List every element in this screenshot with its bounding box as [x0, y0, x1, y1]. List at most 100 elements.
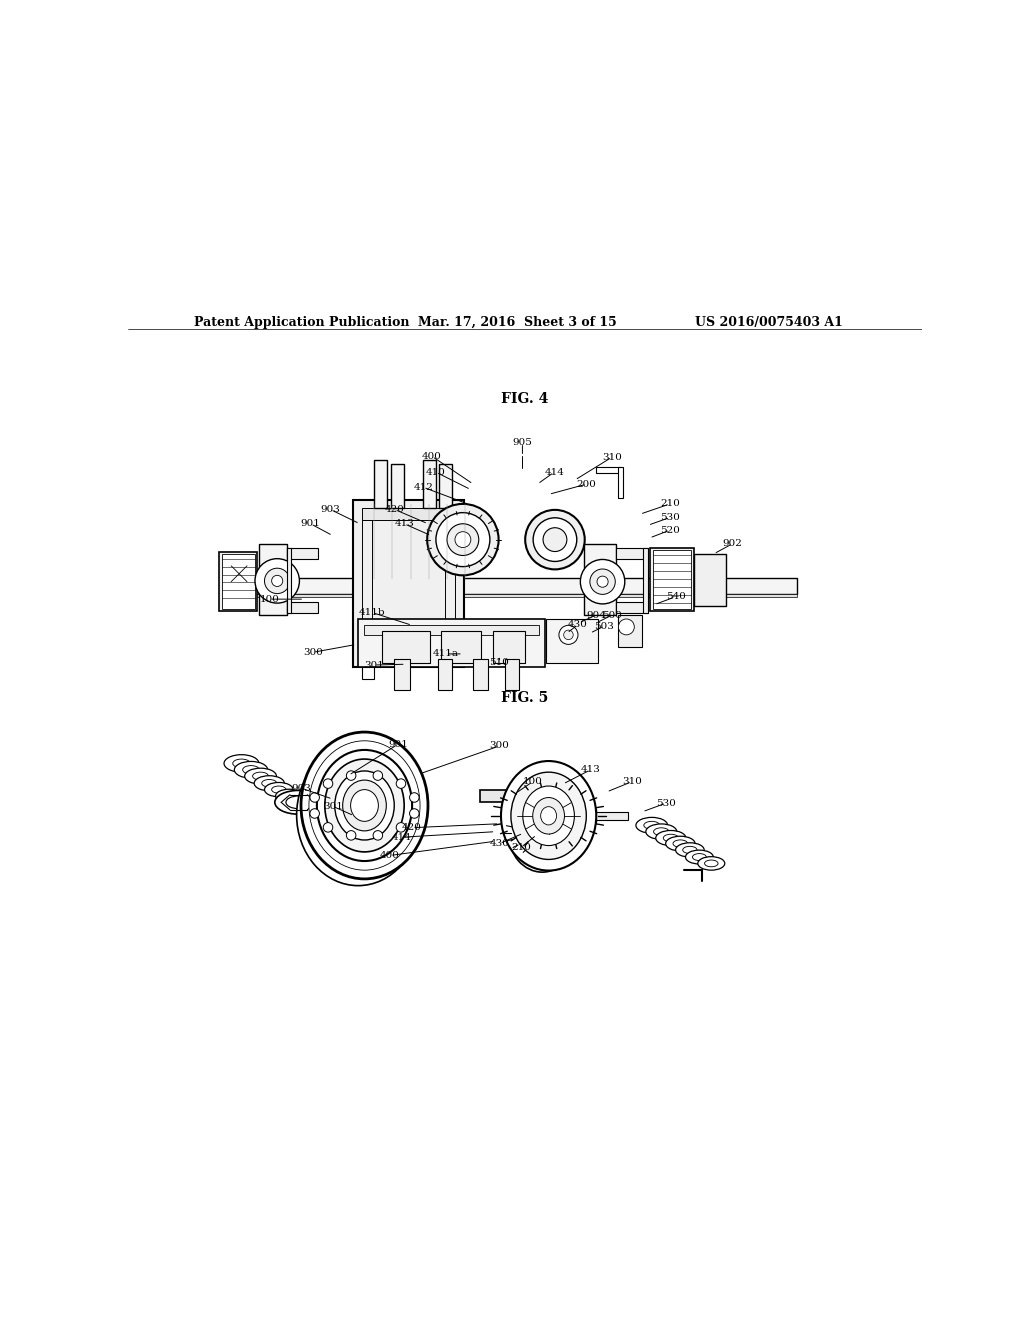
Ellipse shape — [234, 762, 267, 777]
Bar — [287, 548, 292, 612]
Ellipse shape — [309, 741, 420, 870]
Bar — [362, 508, 456, 520]
Text: 210: 210 — [660, 499, 680, 508]
Circle shape — [324, 779, 333, 788]
Ellipse shape — [335, 771, 394, 840]
Ellipse shape — [501, 762, 596, 871]
Ellipse shape — [509, 795, 575, 873]
Ellipse shape — [283, 792, 296, 800]
Bar — [445, 520, 455, 647]
Circle shape — [410, 793, 419, 803]
Ellipse shape — [534, 517, 577, 561]
Circle shape — [597, 576, 608, 587]
Ellipse shape — [644, 821, 659, 829]
Text: 430: 430 — [568, 620, 588, 630]
Bar — [251, 578, 797, 594]
Circle shape — [346, 771, 356, 780]
Bar — [494, 631, 525, 663]
Circle shape — [373, 830, 383, 840]
Ellipse shape — [275, 789, 303, 803]
Ellipse shape — [541, 807, 557, 825]
Bar — [480, 789, 563, 803]
Text: 300: 300 — [303, 648, 323, 657]
Text: 902: 902 — [723, 539, 742, 548]
Ellipse shape — [646, 824, 677, 840]
Text: 530: 530 — [660, 513, 680, 521]
Circle shape — [324, 822, 333, 832]
Bar — [287, 602, 318, 612]
Text: 420: 420 — [402, 824, 422, 832]
Bar — [358, 619, 545, 667]
Text: 414: 414 — [392, 833, 412, 842]
Text: 310: 310 — [622, 777, 642, 787]
Ellipse shape — [447, 524, 479, 556]
Bar — [618, 615, 642, 647]
Text: 430: 430 — [489, 840, 509, 847]
Ellipse shape — [271, 785, 286, 793]
Ellipse shape — [264, 783, 293, 797]
Text: 300: 300 — [489, 742, 509, 751]
Text: 510: 510 — [489, 659, 509, 667]
Bar — [549, 809, 596, 822]
Ellipse shape — [673, 840, 688, 847]
Text: US 2016/0075403 A1: US 2016/0075403 A1 — [695, 315, 844, 329]
Bar — [618, 466, 624, 499]
Bar — [423, 461, 436, 508]
Bar — [596, 466, 620, 473]
Ellipse shape — [243, 766, 259, 774]
Text: 903: 903 — [291, 784, 311, 792]
Text: 500: 500 — [602, 611, 622, 619]
Bar — [365, 626, 539, 635]
Text: 503: 503 — [594, 622, 614, 631]
Bar — [616, 548, 648, 558]
Bar — [221, 554, 255, 610]
Text: 901: 901 — [301, 519, 321, 528]
Ellipse shape — [676, 842, 705, 857]
Ellipse shape — [511, 772, 587, 859]
Ellipse shape — [316, 750, 412, 861]
Ellipse shape — [705, 861, 718, 867]
Bar — [585, 544, 616, 615]
Circle shape — [559, 626, 578, 644]
Ellipse shape — [232, 759, 250, 768]
Ellipse shape — [543, 528, 567, 552]
Text: 411b: 411b — [359, 609, 386, 618]
Ellipse shape — [692, 854, 707, 861]
Bar — [694, 554, 726, 606]
Ellipse shape — [310, 760, 406, 870]
Bar — [219, 552, 257, 611]
Ellipse shape — [427, 504, 499, 576]
Ellipse shape — [343, 780, 386, 830]
Text: 520: 520 — [660, 525, 680, 535]
Text: 310: 310 — [602, 453, 622, 462]
Bar — [352, 500, 464, 667]
Text: 410: 410 — [426, 467, 445, 477]
Ellipse shape — [350, 789, 379, 821]
Bar — [259, 544, 287, 615]
Text: 904: 904 — [587, 611, 606, 619]
Circle shape — [373, 771, 383, 780]
Ellipse shape — [523, 785, 574, 846]
Ellipse shape — [245, 768, 276, 784]
Text: 903: 903 — [321, 506, 340, 513]
Ellipse shape — [287, 796, 312, 809]
Ellipse shape — [254, 776, 285, 791]
Ellipse shape — [525, 510, 585, 569]
Ellipse shape — [455, 532, 471, 548]
Bar — [616, 602, 648, 612]
Bar — [391, 465, 404, 508]
Circle shape — [310, 809, 319, 818]
Ellipse shape — [224, 755, 259, 772]
Ellipse shape — [653, 828, 669, 836]
Circle shape — [396, 779, 406, 788]
Bar — [362, 667, 374, 678]
Bar — [652, 550, 690, 609]
Text: 530: 530 — [656, 799, 676, 808]
Bar — [251, 594, 797, 597]
Text: 100: 100 — [523, 777, 543, 787]
Circle shape — [264, 568, 290, 594]
Bar — [505, 659, 519, 690]
Text: 301: 301 — [365, 660, 384, 669]
Bar — [596, 812, 628, 820]
Circle shape — [271, 576, 283, 586]
